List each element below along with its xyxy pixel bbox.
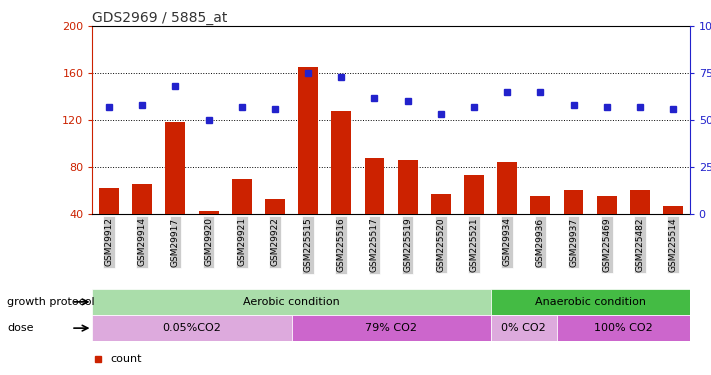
Bar [365,158,385,214]
Bar [630,190,650,214]
Text: 79% CO2: 79% CO2 [365,323,417,333]
Bar [597,196,616,214]
Bar [497,162,517,214]
Text: Anaerobic condition: Anaerobic condition [535,297,646,307]
Text: GSM225519: GSM225519 [403,217,412,272]
Text: 0.05%CO2: 0.05%CO2 [163,323,221,333]
Bar [564,190,584,214]
Bar [132,184,152,214]
Text: GSM225516: GSM225516 [337,217,346,272]
Bar [92,315,292,341]
Text: count: count [110,354,142,363]
Bar [232,178,252,214]
Bar [431,194,451,214]
Text: dose: dose [7,323,33,333]
Bar [491,315,557,341]
Bar [92,289,491,315]
Text: GSM225520: GSM225520 [437,217,445,272]
Text: GSM29922: GSM29922 [270,217,279,266]
Text: GSM225514: GSM225514 [668,217,678,272]
Bar [265,198,285,214]
Bar [663,206,683,214]
Text: GSM29936: GSM29936 [536,217,545,267]
Bar [292,315,491,341]
Bar [99,188,119,214]
Bar [298,67,318,214]
Bar [397,160,417,214]
Bar [198,211,218,214]
Text: GSM225521: GSM225521 [469,217,479,272]
Text: Aerobic condition: Aerobic condition [243,297,340,307]
Text: GSM29934: GSM29934 [503,217,512,267]
Text: growth protocol: growth protocol [7,297,95,307]
Text: GSM225517: GSM225517 [370,217,379,272]
Text: GSM29921: GSM29921 [237,217,246,267]
Bar [331,111,351,214]
Bar [530,196,550,214]
Text: GSM29917: GSM29917 [171,217,180,267]
Text: GSM29914: GSM29914 [138,217,146,267]
Text: GSM29920: GSM29920 [204,217,213,267]
Bar [166,122,186,214]
Bar [491,289,690,315]
Text: GSM29912: GSM29912 [105,217,114,267]
Text: GDS2969 / 5885_at: GDS2969 / 5885_at [92,11,228,25]
Text: 100% CO2: 100% CO2 [594,323,653,333]
Text: GSM225515: GSM225515 [304,217,313,272]
Bar [557,315,690,341]
Text: 0% CO2: 0% CO2 [501,323,546,333]
Text: GSM225469: GSM225469 [602,217,611,272]
Bar [464,175,484,214]
Text: GSM225482: GSM225482 [636,217,644,272]
Text: GSM29937: GSM29937 [569,217,578,267]
